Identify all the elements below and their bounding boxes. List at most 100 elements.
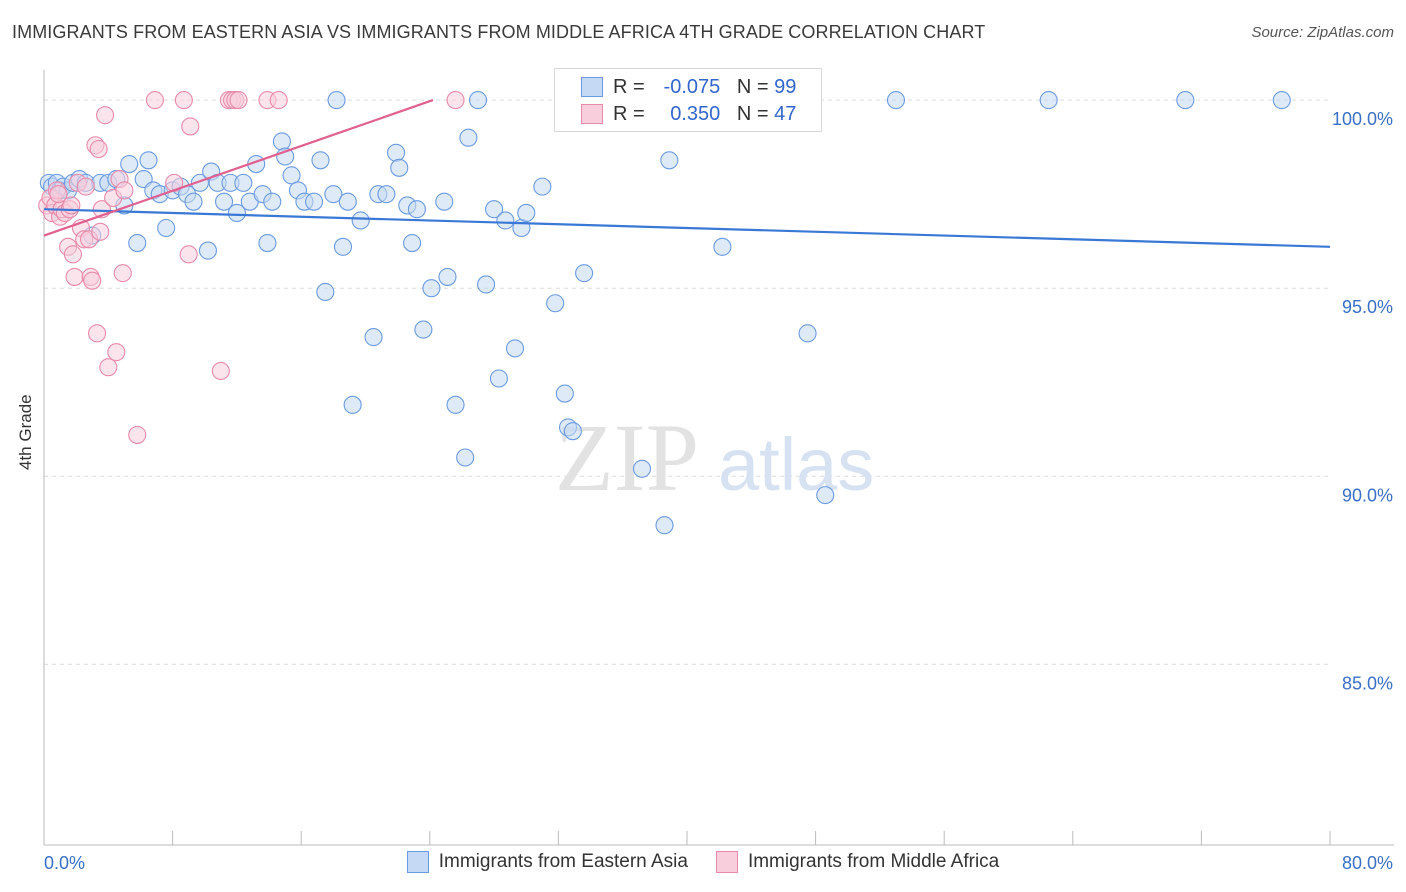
data-point [343, 395, 362, 414]
series-legend-item-eastern-asia: Immigrants from Eastern Asia [406, 851, 688, 873]
data-point [174, 91, 193, 110]
data-point [115, 181, 134, 200]
data-point [214, 192, 234, 211]
legend-n-value: 47 [774, 102, 797, 125]
data-point [816, 486, 835, 505]
source-label: Source: ZipAtlas.com [1251, 24, 1394, 41]
data-point [333, 237, 353, 256]
x-tick-label-min: 0.0% [44, 853, 85, 873]
y-tick-labels: 100.0% 95.0% 90.0% 85.0% [1332, 109, 1393, 693]
data-point [422, 279, 441, 298]
data-point [282, 166, 301, 185]
y-tick-label: 85.0% [1342, 673, 1393, 693]
data-point [1272, 91, 1291, 110]
data-point [403, 234, 422, 253]
data-point [49, 185, 68, 204]
data-point [414, 320, 433, 339]
watermark-atlas: atlas [718, 423, 874, 506]
data-point [258, 234, 277, 253]
data-point [76, 177, 95, 196]
data-point [489, 369, 508, 388]
data-point [456, 448, 475, 467]
data-point [120, 155, 139, 174]
trend-lines [43, 99, 1331, 248]
data-point [1176, 91, 1195, 110]
data-point [575, 264, 594, 283]
data-point [446, 91, 465, 110]
data-point [311, 151, 330, 170]
data-point [496, 211, 515, 230]
data-point [179, 245, 198, 264]
data-point [128, 234, 147, 253]
series-legend: Immigrants from Eastern Asia Immigrants … [0, 851, 1406, 873]
data-point [269, 91, 288, 110]
data-point [798, 324, 817, 343]
data-point [438, 267, 457, 286]
data-point [198, 241, 218, 260]
data-point [364, 328, 383, 347]
series-label-eastern-asia: Immigrants from Eastern Asia [438, 851, 688, 872]
data-point [327, 91, 346, 110]
data-point [713, 237, 732, 256]
data-point [211, 361, 230, 381]
data-point [89, 139, 108, 159]
data-point [128, 425, 147, 444]
data-point [505, 339, 525, 358]
legend-swatch-eastern-asia [581, 77, 603, 97]
data-point [234, 173, 253, 192]
data-point [660, 151, 679, 170]
data-point [446, 395, 465, 414]
data-point [546, 294, 565, 313]
chart-title: IMMIGRANTS FROM EASTERN ASIA VS IMMIGRAN… [12, 22, 986, 42]
data-point [87, 324, 107, 343]
x-tick-label-max: 80.0% [1342, 853, 1393, 873]
data-point [324, 185, 343, 204]
series-swatch-eastern-asia [406, 851, 429, 873]
data-point [533, 177, 552, 196]
data-point [272, 132, 291, 151]
data-point [65, 267, 84, 286]
data-point [886, 91, 906, 110]
data-point [263, 192, 282, 211]
data-point [62, 196, 81, 215]
series-swatch-middle-africa [715, 851, 738, 873]
data-point [386, 143, 406, 162]
data-point [305, 192, 324, 211]
y-tick-label: 90.0% [1342, 485, 1393, 505]
series-middle-africa-points [38, 91, 465, 444]
data-point [229, 91, 248, 110]
data-point [655, 516, 674, 535]
data-point [83, 271, 102, 290]
legend-n-label: N = [736, 75, 769, 98]
y-axis-label: 4th Grade [16, 394, 35, 470]
data-point [407, 200, 426, 219]
data-point [351, 211, 370, 230]
data-point [517, 203, 536, 223]
data-point [113, 264, 132, 283]
data-point [477, 275, 496, 294]
watermark-zip: ZIP [555, 404, 699, 511]
legend-swatch-middle-africa [581, 104, 603, 124]
series-eastern-asia-points [39, 91, 1291, 535]
legend-n-label: N = [736, 102, 769, 125]
legend-row-middle-africa: R = 0.350 N = 47 [581, 101, 796, 127]
legend-r-value: -0.075 [663, 75, 721, 98]
data-point [485, 200, 504, 219]
y-tick-label: 100.0% [1332, 109, 1393, 129]
trend-line-1 [43, 99, 434, 237]
trend-line-0 [43, 208, 1331, 248]
data-point [338, 192, 357, 211]
data-point [181, 117, 200, 136]
data-point [227, 203, 246, 223]
legend-r-label: R = [613, 102, 645, 125]
data-point [63, 245, 82, 264]
x-tick-labels: 0.0% 80.0% [44, 853, 1393, 873]
legend-r-value: 0.350 [670, 102, 721, 125]
series-legend-item-middle-africa: Immigrants from Middle Africa [715, 851, 999, 873]
data-point [99, 358, 118, 377]
legend-row-eastern-asia: R = -0.075 N = 99 [581, 74, 796, 100]
data-point [157, 218, 176, 238]
data-point [377, 185, 396, 204]
data-point [563, 422, 582, 441]
